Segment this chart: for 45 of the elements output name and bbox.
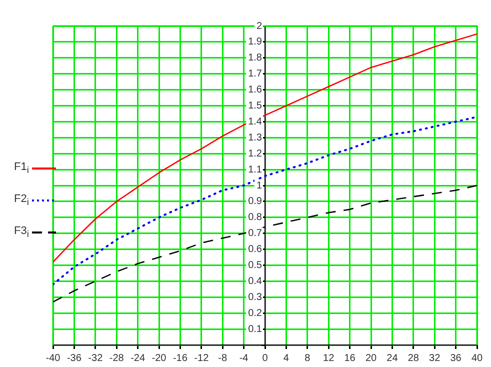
legend-label: F2$_{i}$ [14, 192, 29, 208]
x-tick-label: -28 [109, 352, 124, 364]
legend-label: F1$_{i}$ [14, 160, 29, 176]
x-tick-label: 16 [344, 352, 356, 364]
x-tick-label: -40 [46, 352, 61, 364]
x-tick-label: -32 [88, 352, 104, 364]
x-tick-label: 24 [386, 352, 398, 364]
y-tick-label: 1.1 [248, 164, 262, 176]
x-tick-label: 8 [304, 352, 311, 364]
y-tick-label: 0.8 [248, 212, 262, 224]
x-tick-label: 12 [323, 352, 335, 364]
y-tick-label: 1.8 [248, 52, 262, 64]
x-tick-label: -16 [172, 352, 188, 364]
y-tick-label: 0.3 [248, 292, 262, 303]
x-tick-label: -36 [66, 352, 82, 364]
x-tick-label: 28 [408, 352, 420, 364]
x-tick-label: -12 [194, 352, 210, 364]
y-tick-label: 1.3 [248, 132, 262, 144]
y-tick-label: 1.5 [248, 100, 262, 112]
x-tick-label: 4 [283, 352, 290, 364]
y-tick-label: 0.7 [248, 228, 262, 240]
x-tick-label: 40 [471, 352, 483, 364]
x-tick-label: 0 [262, 352, 268, 364]
y-tick-label: 0.6 [248, 244, 262, 256]
legend-label: F3$_{i}$ [14, 224, 29, 240]
y-tick-label: 0.4 [248, 276, 262, 287]
y-tick-label: 0.9 [248, 196, 262, 208]
y-tick-label: 1.6 [248, 84, 262, 96]
y-tick-label: 2 [256, 20, 262, 32]
y-tick-label: 0.1 [248, 324, 262, 335]
y-tick-label: 1.2 [248, 148, 262, 160]
y-tick-label: 0.5 [248, 260, 262, 271]
x-tick-label: -4 [239, 352, 249, 364]
y-tick-label: 1.4 [248, 116, 262, 128]
x-tick-label: 32 [429, 352, 441, 364]
x-tick-label: 20 [365, 352, 377, 364]
x-tick-label: -20 [152, 352, 167, 364]
y-tick-label: 1 [256, 180, 262, 192]
y-tick-label: 0.2 [248, 308, 262, 319]
x-tick-label: -24 [130, 352, 146, 364]
y-tick-label: 1.9 [248, 36, 262, 48]
x-tick-label: -8 [218, 352, 228, 364]
y-tick-label: 1.7 [248, 68, 262, 80]
x-tick-label: 36 [450, 352, 462, 364]
line-series [53, 116, 477, 286]
